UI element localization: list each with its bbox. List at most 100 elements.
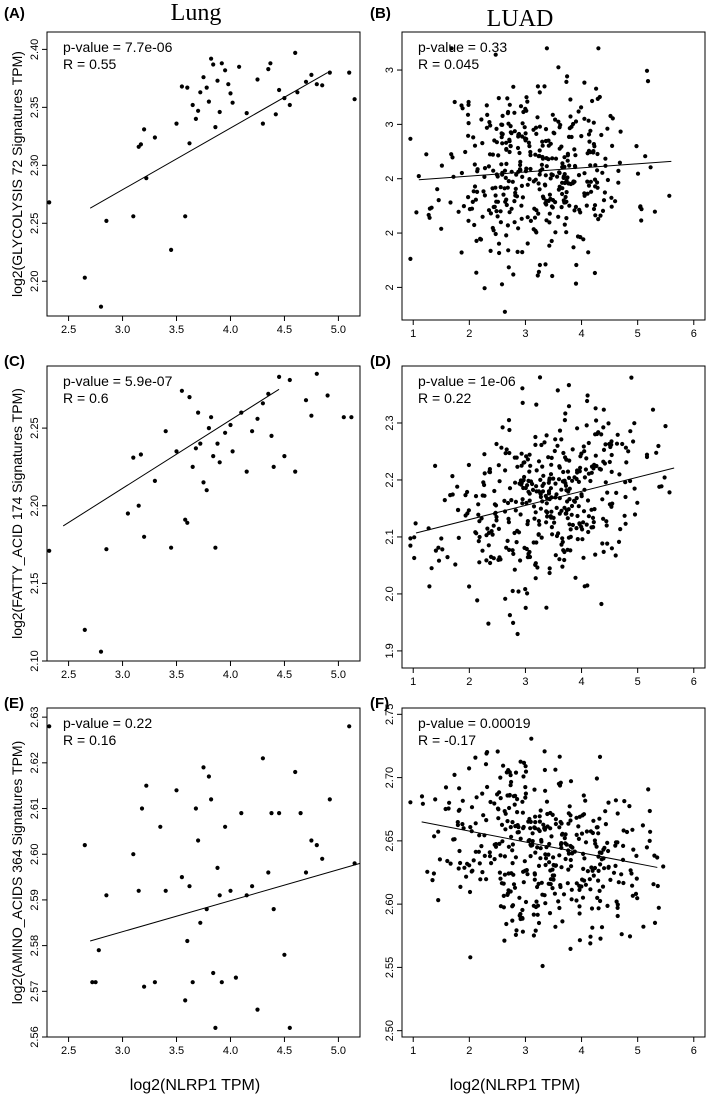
data-point bbox=[179, 84, 184, 89]
data-point bbox=[527, 144, 532, 149]
data-point bbox=[474, 238, 479, 243]
data-point bbox=[570, 522, 576, 528]
data-point bbox=[450, 474, 455, 479]
data-point bbox=[531, 933, 537, 938]
data-point bbox=[523, 764, 528, 769]
data-point bbox=[183, 214, 188, 219]
data-point bbox=[531, 227, 536, 232]
data-point bbox=[163, 429, 168, 434]
data-point bbox=[456, 808, 461, 813]
data-point bbox=[505, 185, 510, 190]
y-tick-label: 1.9 bbox=[384, 643, 396, 658]
data-point bbox=[213, 545, 218, 550]
data-point bbox=[142, 127, 147, 132]
data-point bbox=[90, 980, 95, 985]
data-point bbox=[535, 115, 540, 120]
data-point bbox=[523, 106, 528, 111]
data-point bbox=[600, 884, 606, 889]
data-point bbox=[579, 831, 585, 836]
data-point bbox=[614, 899, 619, 904]
data-point bbox=[424, 152, 429, 157]
data-point bbox=[605, 490, 610, 495]
data-point bbox=[500, 141, 505, 146]
data-point bbox=[82, 627, 87, 633]
data-point bbox=[187, 884, 192, 889]
data-point bbox=[591, 206, 597, 212]
data-point bbox=[528, 854, 533, 859]
y-tick-label: 2.56 bbox=[29, 1026, 41, 1047]
data-point bbox=[47, 200, 52, 205]
data-point bbox=[540, 139, 545, 144]
data-point bbox=[169, 247, 174, 252]
data-point bbox=[527, 469, 532, 474]
y-tick-label: 3 bbox=[384, 121, 396, 127]
data-point bbox=[456, 866, 461, 871]
data-point bbox=[528, 153, 533, 158]
y-tick-label: 2.55 bbox=[384, 957, 396, 978]
data-point bbox=[510, 620, 516, 626]
data-point bbox=[551, 862, 556, 868]
data-point bbox=[614, 490, 619, 495]
data-point bbox=[198, 441, 203, 446]
data-point bbox=[293, 50, 298, 56]
data-point bbox=[518, 159, 523, 164]
data-point bbox=[593, 163, 598, 168]
data-point bbox=[487, 120, 492, 125]
data-point bbox=[537, 153, 542, 159]
data-point bbox=[613, 553, 618, 558]
data-point bbox=[533, 510, 538, 515]
y-tick-label: 2.25 bbox=[29, 213, 41, 234]
data-point bbox=[609, 469, 614, 474]
data-point bbox=[538, 477, 543, 482]
data-point bbox=[502, 498, 507, 503]
data-point bbox=[577, 904, 582, 909]
data-point bbox=[228, 91, 233, 96]
data-point bbox=[550, 886, 555, 891]
data-point bbox=[482, 493, 487, 498]
data-point bbox=[590, 515, 596, 521]
data-point bbox=[586, 529, 591, 535]
data-point bbox=[595, 96, 600, 101]
data-point bbox=[490, 152, 495, 157]
data-point bbox=[492, 801, 497, 806]
data-point bbox=[219, 980, 224, 985]
data-point bbox=[638, 204, 643, 209]
data-point bbox=[592, 144, 597, 149]
data-point bbox=[455, 820, 460, 825]
data-point bbox=[518, 162, 523, 168]
data-point bbox=[511, 882, 517, 887]
data-point bbox=[449, 152, 454, 157]
data-point bbox=[595, 825, 600, 830]
data-point bbox=[566, 811, 571, 816]
data-point bbox=[553, 156, 559, 161]
data-point bbox=[493, 842, 499, 847]
data-point bbox=[606, 865, 611, 870]
plot-frame bbox=[46, 707, 361, 1038]
data-point bbox=[593, 406, 598, 411]
x-tick-label: 3 bbox=[522, 676, 528, 688]
data-point bbox=[473, 494, 479, 499]
data-point bbox=[507, 210, 512, 215]
data-point bbox=[506, 179, 511, 184]
data-point bbox=[269, 811, 274, 816]
x-tick-label: 3.5 bbox=[169, 1045, 184, 1057]
data-point bbox=[429, 566, 434, 571]
data-point bbox=[419, 794, 425, 799]
data-point bbox=[588, 887, 593, 892]
data-point bbox=[623, 445, 629, 450]
data-point bbox=[515, 464, 520, 469]
data-point bbox=[556, 65, 561, 70]
data-point bbox=[508, 825, 513, 830]
data-point bbox=[515, 145, 521, 151]
data-point bbox=[562, 222, 567, 227]
x-tick-label: 2.5 bbox=[61, 669, 76, 681]
data-point bbox=[549, 509, 554, 514]
data-point bbox=[525, 483, 530, 488]
data-point bbox=[576, 824, 581, 829]
data-point bbox=[538, 492, 543, 497]
p-value-text: p-value = 1e-06 bbox=[418, 373, 516, 389]
x-tick-label: 2 bbox=[466, 328, 472, 340]
data-point bbox=[540, 489, 546, 494]
data-point bbox=[565, 175, 570, 180]
data-point bbox=[496, 816, 501, 821]
